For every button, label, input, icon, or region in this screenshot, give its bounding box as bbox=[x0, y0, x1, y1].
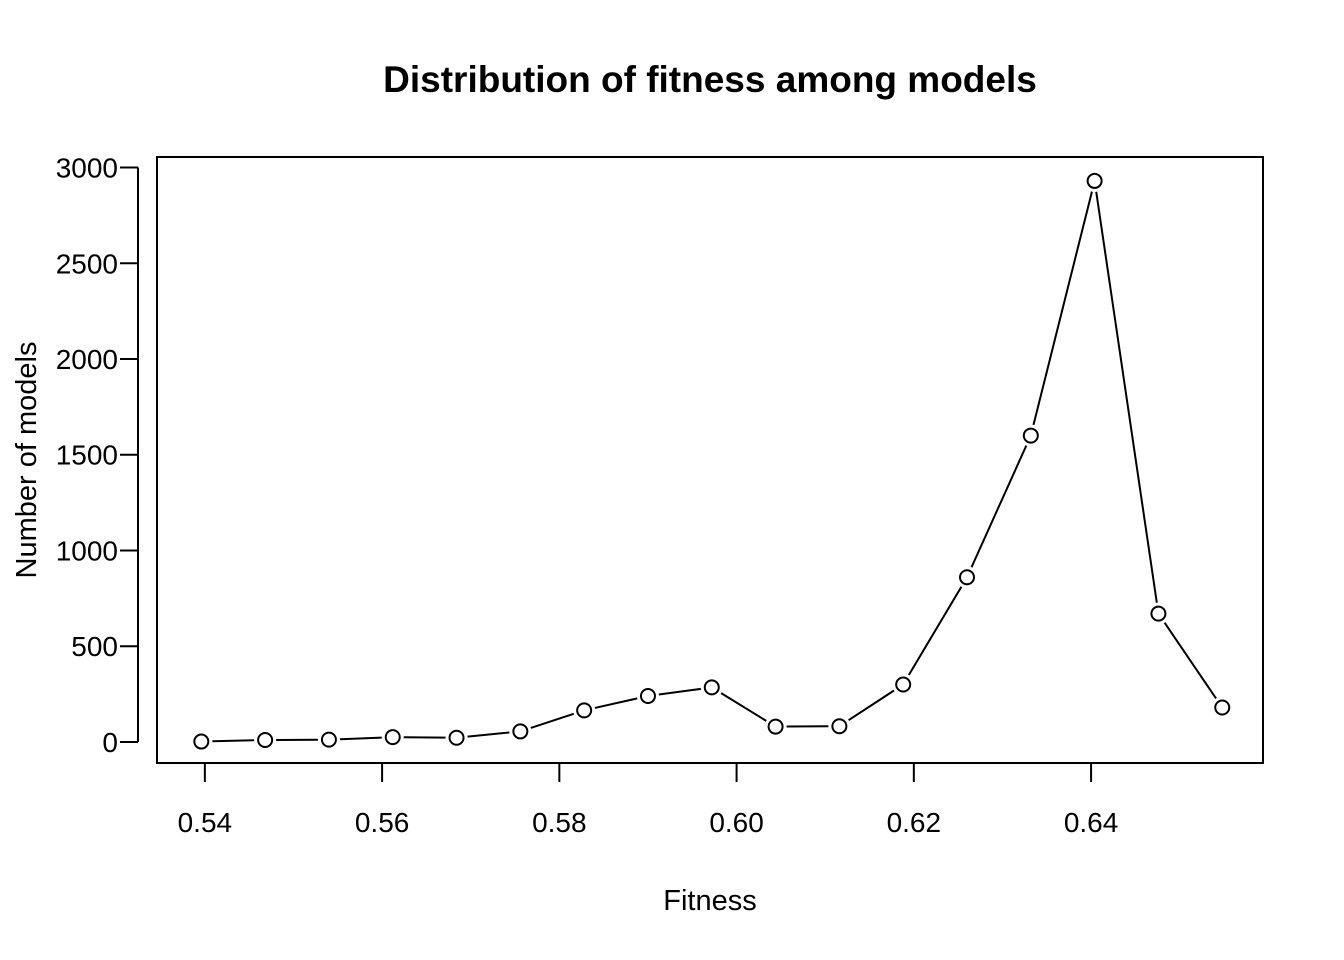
data-point bbox=[1214, 699, 1231, 716]
data-point bbox=[895, 676, 912, 693]
y-axis-label: Number of models bbox=[11, 342, 43, 579]
data-point bbox=[1150, 605, 1167, 622]
data-point bbox=[193, 733, 210, 750]
series-line-segment bbox=[907, 586, 963, 676]
series-line-segment bbox=[970, 445, 1028, 568]
data-point bbox=[1086, 172, 1103, 189]
y-tick-label: 500 bbox=[71, 631, 118, 662]
x-tick-label: 0.56 bbox=[355, 807, 410, 838]
y-tick-label: 2500 bbox=[56, 248, 118, 279]
x-tick-label: 0.60 bbox=[709, 807, 764, 838]
data-point bbox=[1022, 427, 1039, 444]
data-point bbox=[576, 702, 593, 719]
series-line-segment bbox=[658, 687, 702, 696]
series-line-segment bbox=[1032, 191, 1093, 426]
series-line-segment bbox=[848, 689, 895, 722]
x-axis-label: Fitness bbox=[663, 885, 756, 917]
data-series bbox=[193, 172, 1231, 750]
series-line-segment bbox=[1163, 622, 1217, 699]
x-axis: 0.54 0.56 0.58 0.60 0.62 0.64 bbox=[178, 764, 1119, 838]
x-tick-label: 0.62 bbox=[887, 807, 942, 838]
series-line-segment bbox=[467, 731, 510, 738]
x-tick-label: 0.58 bbox=[532, 807, 587, 838]
data-point bbox=[320, 731, 337, 748]
data-point bbox=[831, 718, 848, 735]
x-tick-label: 0.64 bbox=[1064, 807, 1119, 838]
data-point bbox=[448, 729, 465, 746]
series-line-segment bbox=[530, 712, 575, 729]
y-tick-label: 1500 bbox=[56, 440, 118, 471]
y-tick-label: 3000 bbox=[56, 153, 118, 184]
data-point bbox=[959, 569, 976, 586]
x-tick-label: 0.54 bbox=[178, 807, 233, 838]
series-line-segment bbox=[594, 697, 638, 709]
series-line-segment bbox=[212, 739, 255, 743]
data-point bbox=[703, 679, 720, 696]
series-line-segment bbox=[1095, 191, 1158, 603]
plot-frame bbox=[156, 156, 1264, 764]
data-point bbox=[639, 687, 656, 704]
series-line-segment bbox=[339, 736, 382, 741]
y-tick-label: 2000 bbox=[56, 344, 118, 375]
y-axis: 0 500 1000 1500 2000 2500 3000 bbox=[56, 153, 139, 758]
y-tick-label: 0 bbox=[102, 727, 118, 758]
chart-title: Distribution of fitness among models bbox=[383, 59, 1037, 100]
y-tick-label: 1000 bbox=[56, 535, 118, 566]
data-point bbox=[767, 718, 784, 735]
data-point bbox=[512, 723, 529, 740]
data-point bbox=[384, 729, 401, 746]
data-point bbox=[257, 732, 274, 749]
series-line-segment bbox=[720, 692, 767, 722]
